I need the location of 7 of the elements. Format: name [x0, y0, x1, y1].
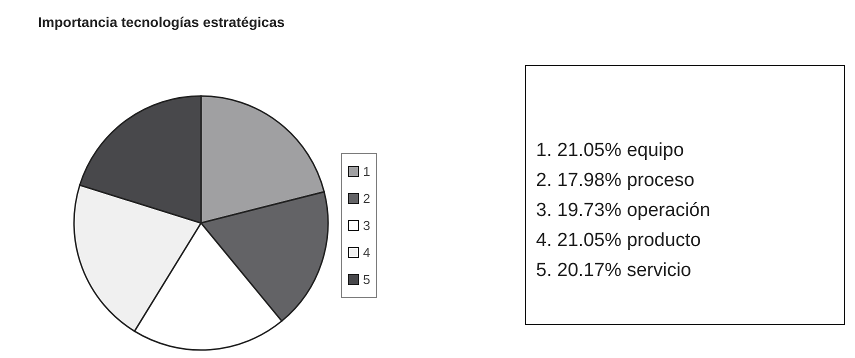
legend-label: 5	[363, 272, 370, 287]
legend-label: 2	[363, 191, 370, 206]
text-box: 1. 21.05% equipo 2. 17.98% proceso 3. 19.73% operación 4. 21.05% producto 5. 20.17% servicio	[525, 65, 845, 325]
legend-label: 1	[363, 164, 370, 179]
legend-label: 3	[363, 218, 370, 233]
legend-label: 4	[363, 245, 370, 260]
chart-title: Importancia tecnologías estratégicas	[38, 14, 285, 30]
